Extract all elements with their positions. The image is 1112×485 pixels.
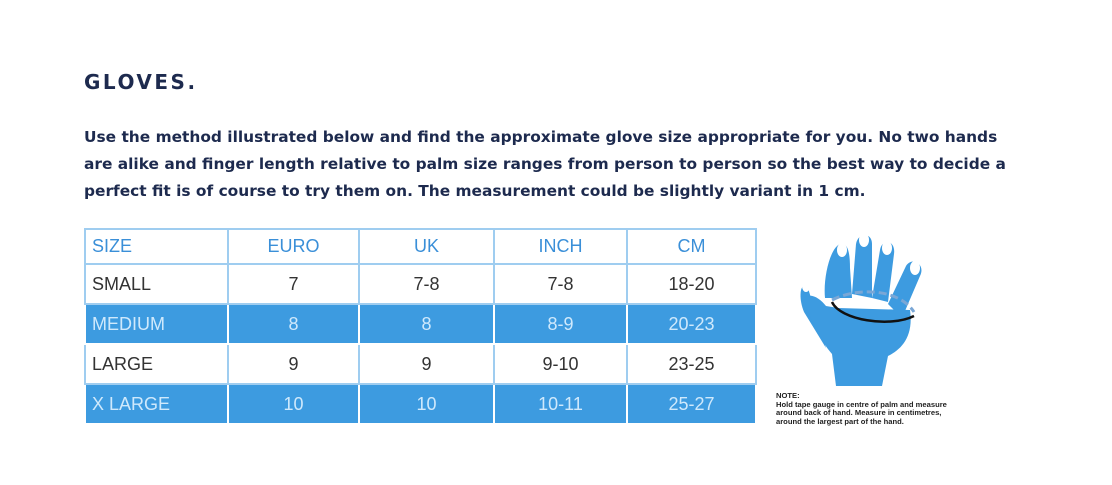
table-cell: 9-10 <box>493 343 628 385</box>
table-cell: 7-8 <box>358 263 495 305</box>
header-row: SIZE EURO UK INCH CM <box>84 228 757 265</box>
table-cell: X LARGE <box>84 383 229 425</box>
header-cell: CM <box>626 228 757 265</box>
table-cell: 23-25 <box>626 343 757 385</box>
note-label: NOTE: <box>776 391 800 400</box>
table-cell: 7 <box>227 263 360 305</box>
table-cell: 8 <box>227 303 360 345</box>
table-cell: 8-9 <box>493 303 628 345</box>
table-cell: 7-8 <box>493 263 628 305</box>
table-cell: 10-11 <box>493 383 628 425</box>
table-cell: 10 <box>358 383 495 425</box>
table-cell: LARGE <box>84 343 229 385</box>
table-cell: 25-27 <box>626 383 757 425</box>
note-line: around back of hand. Measure in centimet… <box>776 408 942 418</box>
header-cell: UK <box>358 228 495 265</box>
table-cell: 9 <box>227 343 360 385</box>
heading: GLOVES. <box>84 70 198 94</box>
table-cell: 9 <box>358 343 495 385</box>
header-cell: EURO <box>227 228 360 265</box>
hand-illustration <box>800 233 922 386</box>
size-table: SIZE EURO UK INCH CM SMALL 7 7-8 7-8 18-20 MEDIUM 8… <box>84 228 757 425</box>
table-row: SMALL 7 7-8 7-8 18-20 <box>84 263 757 305</box>
note: NOTE: Hold tape gauge in centre of palm … <box>776 391 947 426</box>
intro-line: Use the method illustrated below and fin… <box>84 128 998 146</box>
table-cell: MEDIUM <box>84 303 229 345</box>
table-cell: SMALL <box>84 263 229 305</box>
header-cell: INCH <box>493 228 628 265</box>
note-line: around the largest part of the hand. <box>776 416 904 426</box>
table-cell: 10 <box>227 383 360 425</box>
table-row: MEDIUM 8 8 8-9 20-23 <box>84 303 757 345</box>
intro-line: perfect fit is of course to try them on.… <box>84 182 866 200</box>
table-cell: 20-23 <box>626 303 757 345</box>
table-cell: 8 <box>358 303 495 345</box>
intro: Use the method illustrated below and fin… <box>84 124 1024 205</box>
table-row: X LARGE 10 10 10-11 25-27 <box>84 383 757 425</box>
intro-line: are alike and finger length relative to … <box>84 155 1006 173</box>
table-row: LARGE 9 9 9-10 23-25 <box>84 343 757 385</box>
note-line: Hold tape gauge in centre of palm and me… <box>776 399 947 409</box>
header-cell: SIZE <box>84 228 229 265</box>
table-cell: 18-20 <box>626 263 757 305</box>
